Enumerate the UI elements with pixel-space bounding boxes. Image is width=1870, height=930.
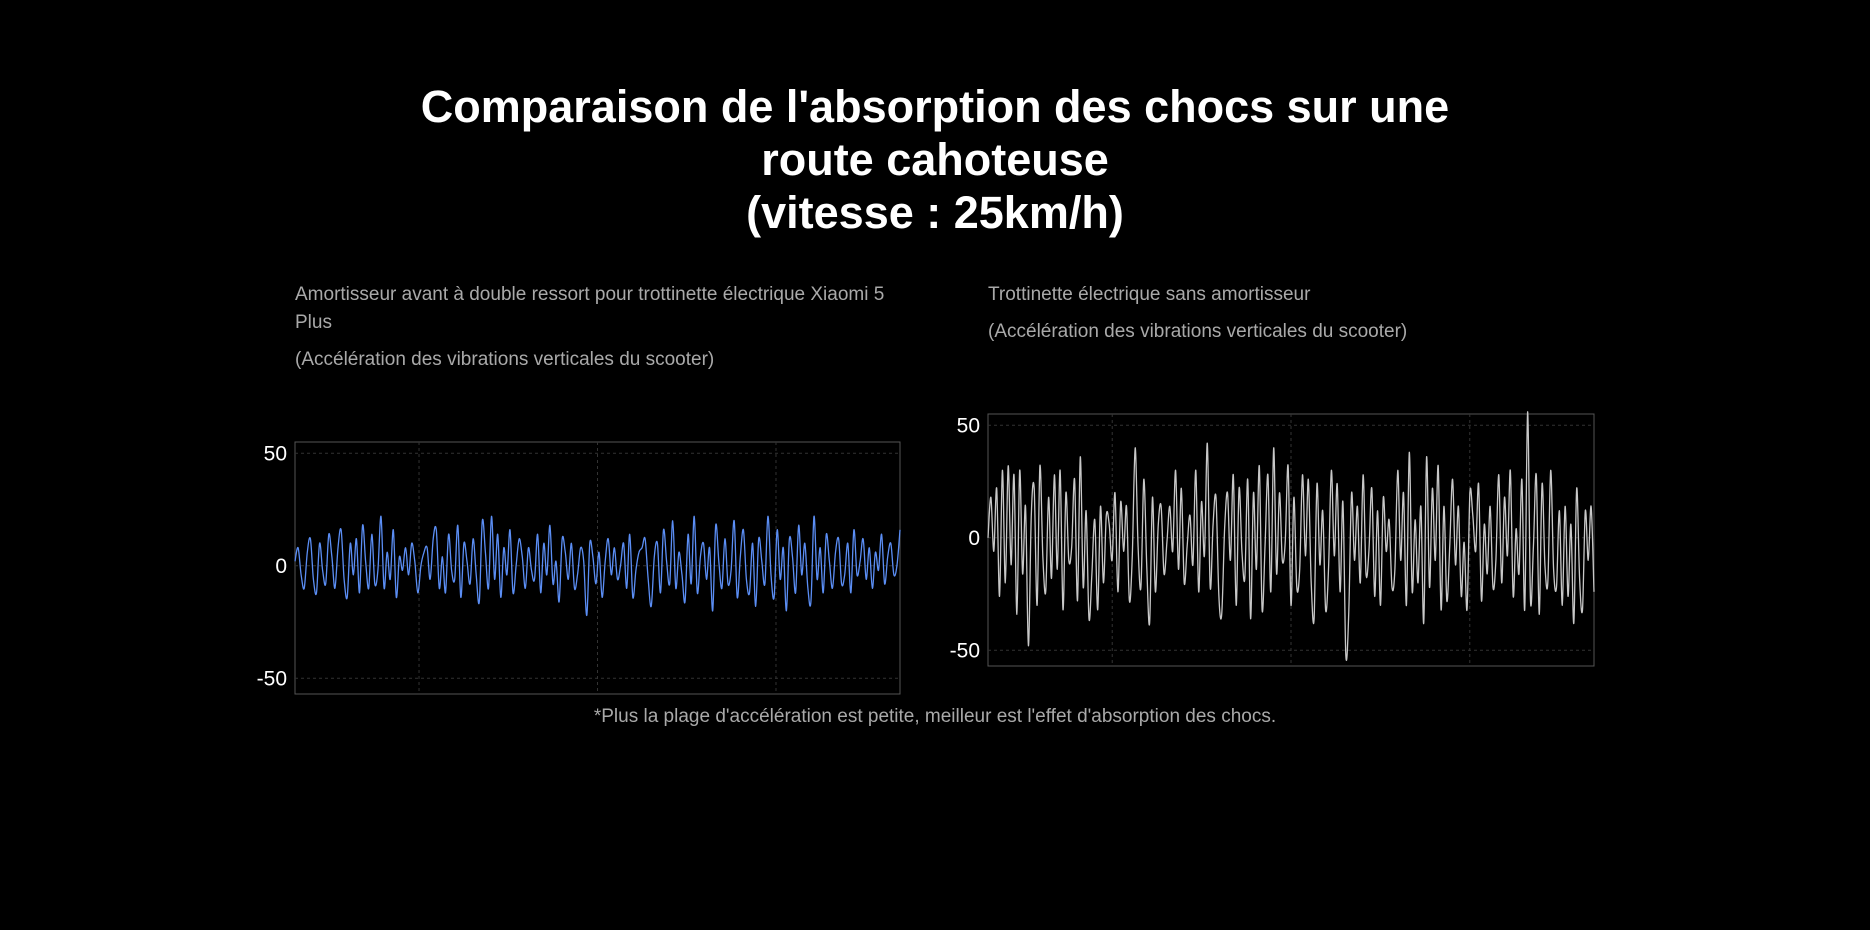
right-ytick-label: 0 bbox=[968, 527, 980, 550]
page-title-line-3: (vitesse : 25km/h) bbox=[746, 187, 1124, 238]
right-ytick-label: -50 bbox=[950, 639, 980, 662]
right-chart-caption: Trottinette électrique sans amortisseur … bbox=[988, 281, 1588, 346]
right-vibration-line bbox=[987, 411, 1595, 661]
left-ytick-label: -50 bbox=[257, 667, 287, 690]
right-chart-title: Trottinette électrique sans amortisseur bbox=[988, 284, 1311, 305]
left-ytick-label: 50 bbox=[264, 442, 287, 465]
right-ytick-label: 50 bbox=[957, 414, 980, 437]
page-title: Comparaison de l'absorption des chocs su… bbox=[385, 80, 1485, 239]
left-vibration-line bbox=[294, 515, 901, 616]
right-chart-subtitle: (Accélération des vibrations verticales … bbox=[988, 321, 1408, 342]
page-title-line-2: route cahoteuse bbox=[761, 134, 1109, 185]
footnote: *Plus la plage d'accélération est petite… bbox=[593, 706, 1277, 727]
left-chart-subtitle: (Accélération des vibrations verticales … bbox=[295, 349, 715, 370]
left-chart-title: Amortisseur avant à double ressort pour … bbox=[295, 284, 885, 333]
left-ytick-label: 0 bbox=[275, 555, 287, 578]
left-chart-caption: Amortisseur avant à double ressort pour … bbox=[295, 281, 907, 374]
page-title-line-1: Comparaison de l'absorption des chocs su… bbox=[420, 81, 1450, 132]
